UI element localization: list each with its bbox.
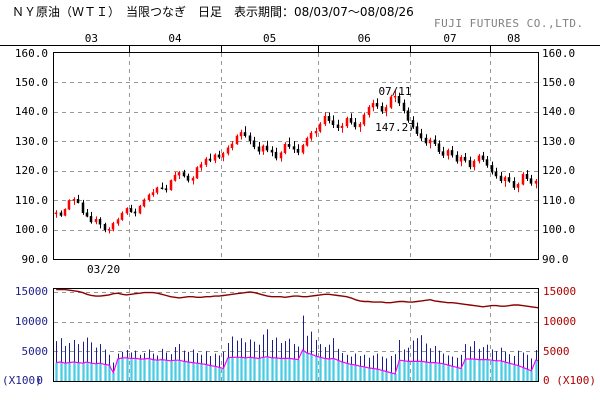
price-label-right-110.0: 110.0 — [542, 193, 576, 207]
volume-unit-right: 0 (X100) — [543, 374, 596, 387]
price-label-right-140.0: 140.0 — [542, 105, 576, 119]
volume-label-right-5000: 5000 — [543, 344, 570, 358]
price-label-left-160.0: 160.0 — [14, 46, 48, 60]
high-annotation-price: 147.27 — [375, 121, 415, 135]
price-label-left-130.0: 130.0 — [14, 134, 48, 148]
volume-unit-left: (X100) — [2, 374, 42, 387]
volume-zero-left: 0 — [36, 374, 43, 387]
high-annotation: 07/11 147.27 — [363, 62, 427, 158]
price-label-left-150.0: 150.0 — [14, 75, 48, 89]
price-label-left-90.0: 90.0 — [21, 252, 49, 266]
price-label-right-150.0: 150.0 — [542, 75, 576, 89]
x-axis-tick-07 — [410, 45, 412, 52]
x-axis-tick-08 — [489, 45, 491, 52]
price-label-right-160.0: 160.0 — [542, 46, 576, 60]
price-label-right-130.0: 130.0 — [542, 134, 576, 148]
company-name: FUJI FUTURES CO.,LTD. — [434, 17, 584, 30]
high-annotation-date: 07/11 — [378, 85, 412, 99]
volume-chart-panel[interactable] — [53, 288, 539, 382]
volume-chart — [54, 289, 538, 381]
price-label-right-100.0: 100.0 — [542, 223, 576, 237]
x-axis-label-05: 05 — [262, 32, 277, 45]
x-axis-label-07: 07 — [443, 32, 457, 45]
x-axis-tick-06 — [318, 45, 319, 52]
volume-label-right-10000: 10000 — [543, 315, 577, 329]
x-axis-label-04: 04 — [168, 32, 182, 45]
price-label-right-120.0: 120.0 — [542, 164, 576, 178]
price-label-left-100.0: 100.0 — [14, 223, 48, 237]
price-label-left-140.0: 140.0 — [14, 105, 48, 119]
volume-label-right-15000: 15000 — [543, 285, 577, 299]
x-axis-label-03: 03 — [84, 32, 99, 45]
volume-label-left-5000: 5000 — [21, 344, 49, 358]
price-label-right-90.0: 90.0 — [542, 252, 569, 266]
x-axis-tick-05 — [221, 45, 223, 52]
x-axis-label-08: 08 — [507, 32, 521, 45]
x-axis-label-06: 06 — [357, 32, 371, 45]
price-label-left-110.0: 110.0 — [14, 193, 48, 207]
volume-label-left-15000: 15000 — [14, 285, 48, 299]
x-axis-tick-04 — [128, 45, 130, 52]
page-title: ＮＹ原油（ＷＴＩ） 当限つなぎ 日足 表示期間：08/03/07～08/08/2… — [12, 5, 414, 19]
low-annotation-date: 03/20 — [87, 262, 121, 276]
price-label-left-120.0: 120.0 — [14, 164, 48, 178]
price-chart-panel[interactable] — [53, 52, 539, 260]
x-axis-rule — [0, 45, 600, 46]
candlestick-chart — [54, 53, 538, 259]
volume-label-left-10000: 10000 — [14, 315, 48, 329]
